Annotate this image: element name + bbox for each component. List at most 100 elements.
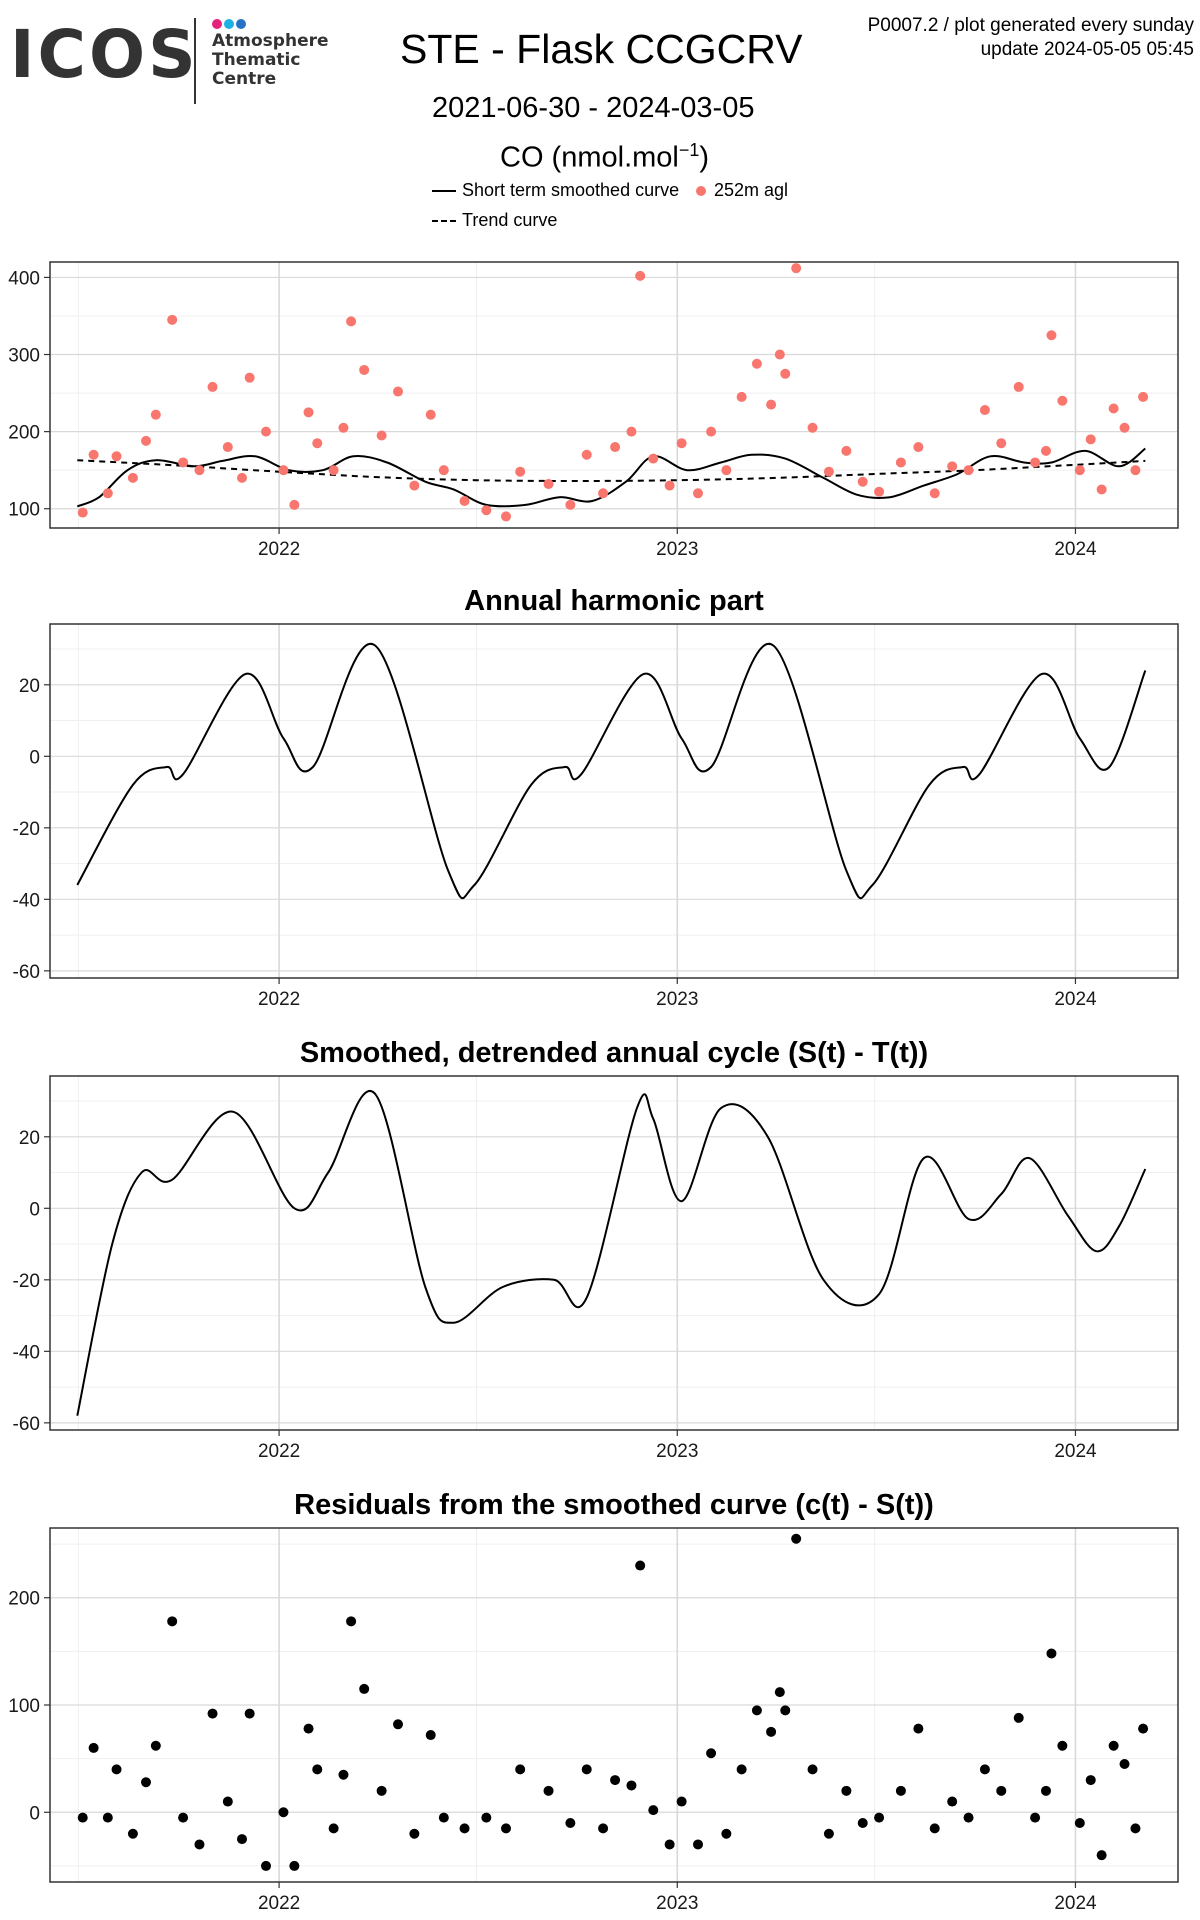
- data-point: [150, 409, 161, 420]
- data-point: [791, 263, 802, 274]
- data-point: [823, 1828, 834, 1839]
- data-point: [393, 1719, 403, 1730]
- data-point: [1130, 1823, 1141, 1834]
- data-point: [635, 1560, 646, 1571]
- y-tick-label: 100: [8, 1696, 40, 1717]
- data-point: [1119, 1759, 1130, 1769]
- data-point: [409, 480, 420, 491]
- data-point: [393, 386, 403, 397]
- data-point: [823, 466, 834, 477]
- data-point: [774, 1687, 785, 1698]
- y-tick-label: -60: [13, 1414, 40, 1435]
- y-tick-label: -20: [13, 819, 40, 840]
- x-tick-label: 2023: [656, 1441, 698, 1462]
- data-point: [736, 1764, 747, 1775]
- data-point: [1013, 381, 1024, 392]
- data-point: [515, 466, 526, 477]
- data-point: [167, 314, 178, 325]
- data-point: [1119, 422, 1130, 433]
- data-point: [459, 496, 470, 507]
- y-tick-label: 300: [8, 346, 40, 367]
- x-tick-label: 2022: [258, 989, 300, 1010]
- data-point: [303, 1723, 314, 1734]
- data-point: [963, 465, 974, 476]
- x-tick-label: 2023: [656, 539, 698, 560]
- y-tick-label: 100: [8, 500, 40, 521]
- unit-exponent: −1: [678, 140, 700, 160]
- data-point: [780, 368, 791, 379]
- data-point: [425, 409, 436, 420]
- data-point: [543, 1785, 554, 1796]
- chart-panel-1: 100 200 300 400 2022 2023 2024: [8, 261, 1179, 560]
- data-point: [178, 457, 189, 468]
- data-point: [895, 1785, 906, 1796]
- data-point: [676, 1796, 687, 1807]
- data-point: [598, 488, 609, 499]
- data-point: [1108, 403, 1119, 414]
- logo-sub-line: Thematic: [212, 50, 301, 70]
- data-point: [1085, 434, 1096, 445]
- data-point: [1030, 1812, 1041, 1823]
- data-point: [312, 1764, 323, 1775]
- data-point: [1074, 1818, 1085, 1828]
- legend-line-dashed: [432, 219, 456, 222]
- y-tick-label: 20: [19, 676, 40, 697]
- page-title: STE - Flask CCGCRV: [400, 26, 803, 72]
- data-point: [751, 358, 762, 369]
- data-point: [150, 1740, 161, 1751]
- data-point: [895, 457, 906, 468]
- data-point: [338, 422, 349, 433]
- data-point: [774, 349, 785, 360]
- data-point: [693, 1839, 703, 1850]
- data-point: [515, 1764, 526, 1775]
- data-point: [766, 1726, 777, 1737]
- data-point: [127, 1828, 138, 1839]
- data-point: [1108, 1740, 1119, 1751]
- logo-dot: [236, 19, 246, 29]
- series-line: [76, 447, 1146, 508]
- panel-frame: [49, 623, 1179, 979]
- data-point: [501, 1823, 511, 1834]
- legend-label: 252m agl: [714, 180, 789, 200]
- data-point: [376, 430, 387, 441]
- data-point: [88, 1742, 99, 1753]
- data-point: [409, 1828, 420, 1839]
- data-point: [929, 488, 940, 499]
- x-tick-label: 2024: [1054, 539, 1097, 560]
- data-point: [261, 426, 271, 437]
- logo-dot: [224, 19, 234, 29]
- data-point: [244, 1708, 255, 1719]
- data-point: [312, 438, 323, 449]
- data-point: [359, 364, 370, 375]
- generation-info: P0007.2 / plot generated every sunday up…: [868, 14, 1194, 62]
- legend-item-smooth: Short term smoothed curve: [432, 180, 679, 201]
- y-tick-label: 20: [19, 1128, 40, 1149]
- data-point: [102, 488, 113, 499]
- data-point: [194, 1839, 205, 1850]
- panel-title: Annual harmonic part: [464, 585, 764, 617]
- data-point: [664, 1839, 675, 1850]
- data-point: [1046, 1648, 1057, 1659]
- data-point: [1057, 1740, 1068, 1751]
- panel-frame: [49, 261, 1179, 529]
- logo-sub-line: Centre: [212, 69, 277, 89]
- data-point: [338, 1769, 349, 1780]
- data-point: [1041, 1785, 1051, 1796]
- data-point: [438, 1812, 449, 1823]
- data-point: [278, 465, 289, 476]
- data-point: [791, 1533, 802, 1544]
- data-point: [289, 499, 300, 510]
- logo-wordmark: ICOS: [10, 16, 199, 93]
- data-point: [664, 480, 675, 491]
- panel-title: Smoothed, detrended annual cycle (S(t) -…: [300, 1037, 928, 1069]
- data-point: [425, 1730, 436, 1741]
- data-point: [807, 1764, 818, 1775]
- y-tick-label: 0: [29, 747, 40, 768]
- y-tick-label: 0: [29, 1803, 40, 1824]
- data-point: [207, 1708, 218, 1719]
- data-point: [328, 465, 339, 476]
- data-point: [543, 479, 554, 490]
- date-range: 2021-06-30 - 2024-03-05: [432, 92, 755, 124]
- data-point: [207, 381, 218, 392]
